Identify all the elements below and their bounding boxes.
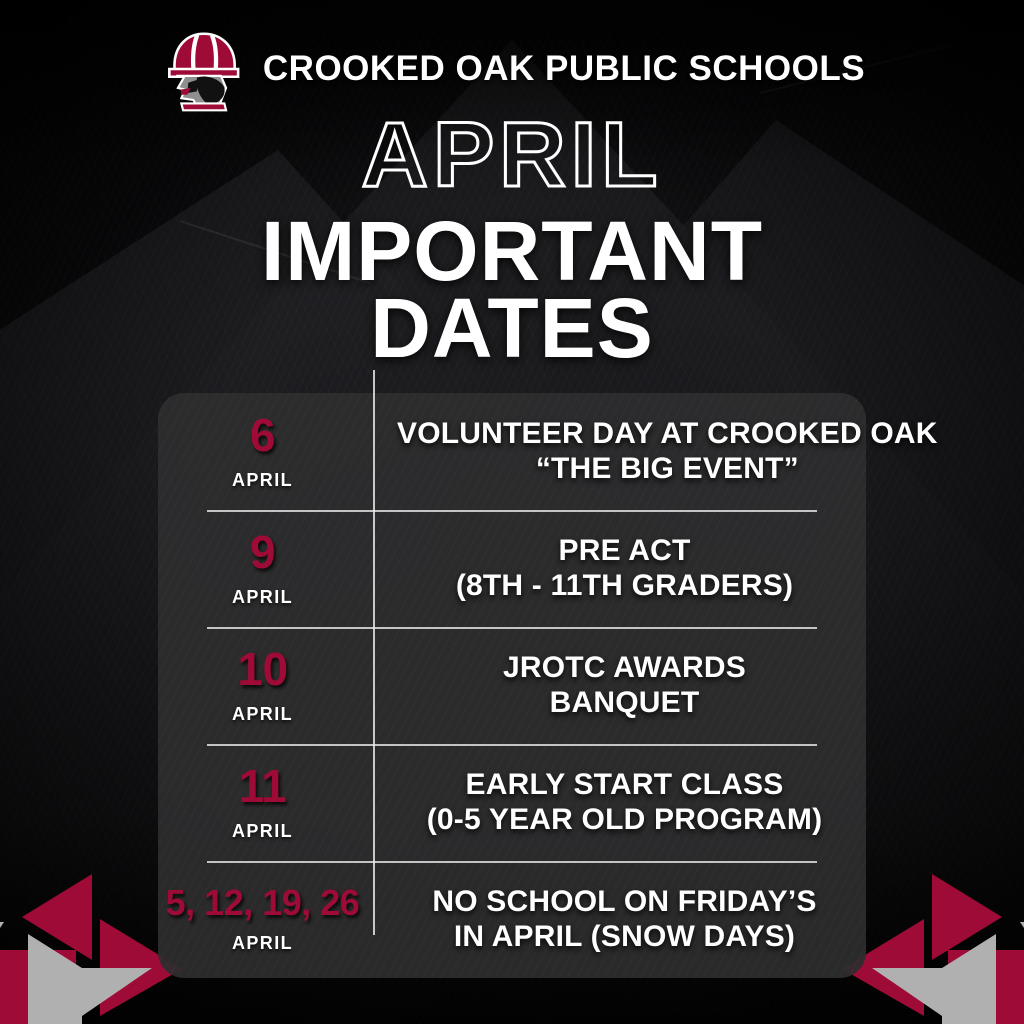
event-line: BANQUET (549, 685, 700, 719)
date-day: 5, 12, 19, 26 (165, 882, 360, 923)
event-cell: EARLY START CLASS (0-5 YEAR OLD PROGRAM) (373, 768, 866, 838)
month-title-outline: APRIL (360, 104, 663, 206)
dates-card-panel (158, 393, 866, 978)
table-row[interactable]: 11 APRIL EARLY START CLASS (0-5 YEAR OLD… (158, 744, 866, 861)
event-line: IN APRIL (SNOW DAYS) (453, 919, 796, 953)
date-day: 9 (249, 526, 276, 578)
event-cell: NO SCHOOL ON FRIDAY’S IN APRIL (SNOW DAY… (373, 885, 866, 955)
poster-title-line1: IMPORTANT (260, 204, 764, 298)
date-cell: 5, 12, 19, 26 APRIL (158, 885, 373, 954)
date-month: APRIL (232, 704, 293, 724)
date-month: APRIL (232, 933, 293, 953)
event-line: PRE ACT (558, 533, 691, 567)
event-line: (8TH - 11TH GRADERS) (455, 568, 794, 602)
ruf-nek-hard-hat-mascot-logo (167, 32, 240, 112)
date-day: 10 (237, 643, 288, 695)
date-cell: 10 APRIL (158, 646, 373, 725)
school-name: CROOKED OAK PUBLIC SCHOOLS (262, 49, 866, 88)
table-row[interactable]: 10 APRIL JROTC AWARDS BANQUET (158, 627, 866, 744)
event-line: (0-5 YEAR OLD PROGRAM) (426, 802, 823, 836)
event-line: NO SCHOOL ON FRIDAY’S (432, 884, 817, 918)
poster-header: CROOKED OAK PUBLIC SCHOOLS (0, 26, 1024, 112)
event-line: JROTC AWARDS (503, 650, 746, 684)
table-row[interactable]: 5, 12, 19, 26 APRIL NO SCHOOL ON FRIDAY’… (158, 861, 866, 978)
date-month: APRIL (232, 587, 293, 607)
table-row[interactable]: 6 APRIL VOLUNTEER DAY AT CROOKED OAK “TH… (158, 393, 937, 510)
date-cell: 9 APRIL (158, 529, 373, 608)
column-divider (373, 370, 375, 935)
event-cell: VOLUNTEER DAY AT CROOKED OAK “THE BIG EV… (373, 417, 952, 487)
card-texture (158, 393, 866, 978)
poster-title-line2: DATES (370, 281, 654, 376)
date-month: APRIL (232, 821, 293, 841)
table-row[interactable]: 9 APRIL PRE ACT (8TH - 11TH GRADERS) (158, 510, 866, 627)
date-day: 6 (249, 409, 276, 461)
event-line: VOLUNTEER DAY AT CROOKED OAK (397, 416, 938, 450)
event-line: EARLY START CLASS (465, 767, 784, 801)
date-cell: 6 APRIL (158, 412, 373, 491)
date-day: 11 (238, 760, 287, 812)
triangle-arrows-decoration-left (0, 874, 182, 1024)
event-line: “THE BIG EVENT” (535, 451, 799, 485)
triangle-arrows-decoration-right (842, 874, 1024, 1024)
date-cell: 11 APRIL (158, 763, 373, 842)
event-cell: PRE ACT (8TH - 11TH GRADERS) (373, 534, 866, 604)
dates-table: 6 APRIL VOLUNTEER DAY AT CROOKED OAK “TH… (158, 393, 938, 978)
poster-title: IMPORTANT DATES (0, 209, 1024, 376)
date-month: APRIL (232, 470, 293, 490)
event-cell: JROTC AWARDS BANQUET (373, 651, 866, 721)
